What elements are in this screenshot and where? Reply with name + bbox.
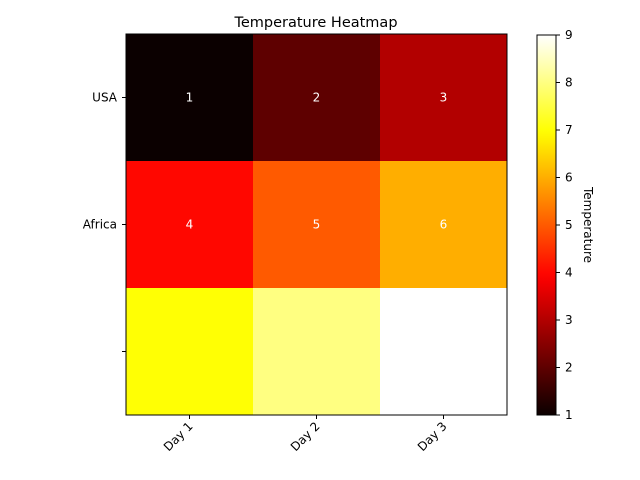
cell-value-label: 4 bbox=[186, 218, 194, 232]
y-tick-label: USA bbox=[92, 91, 118, 105]
heatmap-cell bbox=[253, 161, 381, 289]
colorbar-label: Temperature bbox=[581, 186, 595, 263]
colorbar-tick-label: 1 bbox=[565, 408, 573, 422]
x-tick-label: Day 1 bbox=[161, 419, 196, 454]
heatmap-cell bbox=[253, 288, 381, 416]
colorbar-tick-label: 8 bbox=[565, 76, 573, 90]
y-axis-ticks: USA Africa bbox=[83, 91, 126, 352]
cell-value-label: 2 bbox=[313, 91, 321, 105]
chart-title: Temperature Heatmap bbox=[233, 15, 397, 31]
cell-value-label: 6 bbox=[440, 218, 448, 232]
heatmap-cell bbox=[126, 161, 254, 289]
cell-value-label: 1 bbox=[186, 91, 194, 105]
cell-value-label: 3 bbox=[440, 91, 448, 105]
x-axis-ticks: Day 1 Day 2 Day 3 bbox=[161, 415, 450, 454]
colorbar-tick-label: 5 bbox=[565, 218, 573, 232]
heatmap-cell bbox=[126, 34, 254, 162]
heatmap-cell-labels: 1 2 3 4 5 6 bbox=[186, 91, 448, 232]
x-tick-label: Day 3 bbox=[415, 419, 450, 454]
colorbar: 1 2 3 4 5 6 7 8 9 bbox=[536, 28, 573, 422]
cell-value-label: 5 bbox=[313, 218, 321, 232]
colorbar-tick-label: 9 bbox=[565, 28, 573, 42]
colorbar-tick-label: 6 bbox=[565, 171, 573, 185]
heatmap-cell bbox=[253, 34, 381, 162]
x-tick-label: Day 2 bbox=[288, 419, 323, 454]
heatmap-cell bbox=[380, 34, 508, 162]
heatmap-cell bbox=[126, 288, 254, 416]
colorbar-gradient bbox=[536, 34, 557, 416]
y-tick-label: Africa bbox=[83, 218, 117, 232]
heatmap-cell bbox=[380, 288, 508, 416]
heatmap-cells bbox=[126, 34, 508, 416]
heatmap-cell bbox=[380, 161, 508, 289]
colorbar-tick-label: 7 bbox=[565, 123, 573, 137]
colorbar-tick-label: 2 bbox=[565, 361, 573, 375]
colorbar-tick-label: 4 bbox=[565, 266, 573, 280]
colorbar-tick-label: 3 bbox=[565, 313, 573, 327]
